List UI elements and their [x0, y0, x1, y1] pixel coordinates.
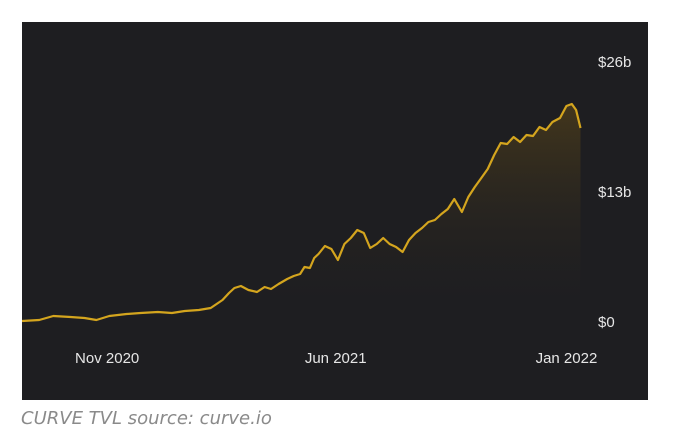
y-tick-label: $0 — [598, 314, 615, 331]
x-tick-label: Jun 2021 — [305, 350, 367, 367]
chart-caption: CURVE TVL source: curve.io — [21, 408, 272, 429]
x-tick-label: Jan 2022 — [536, 350, 598, 367]
y-tick-label: $26b — [598, 54, 631, 71]
y-tick-label: $13b — [598, 184, 631, 201]
tvl-chart: $0 $13b $26b Nov 2020 Jun 2021 Jan 2022 — [22, 54, 631, 367]
tvl-area — [22, 104, 581, 322]
chart-panel: $0 $13b $26b Nov 2020 Jun 2021 Jan 2022 — [22, 22, 648, 400]
tvl-series-line — [22, 102, 582, 323]
x-tick-label: Nov 2020 — [75, 350, 139, 367]
